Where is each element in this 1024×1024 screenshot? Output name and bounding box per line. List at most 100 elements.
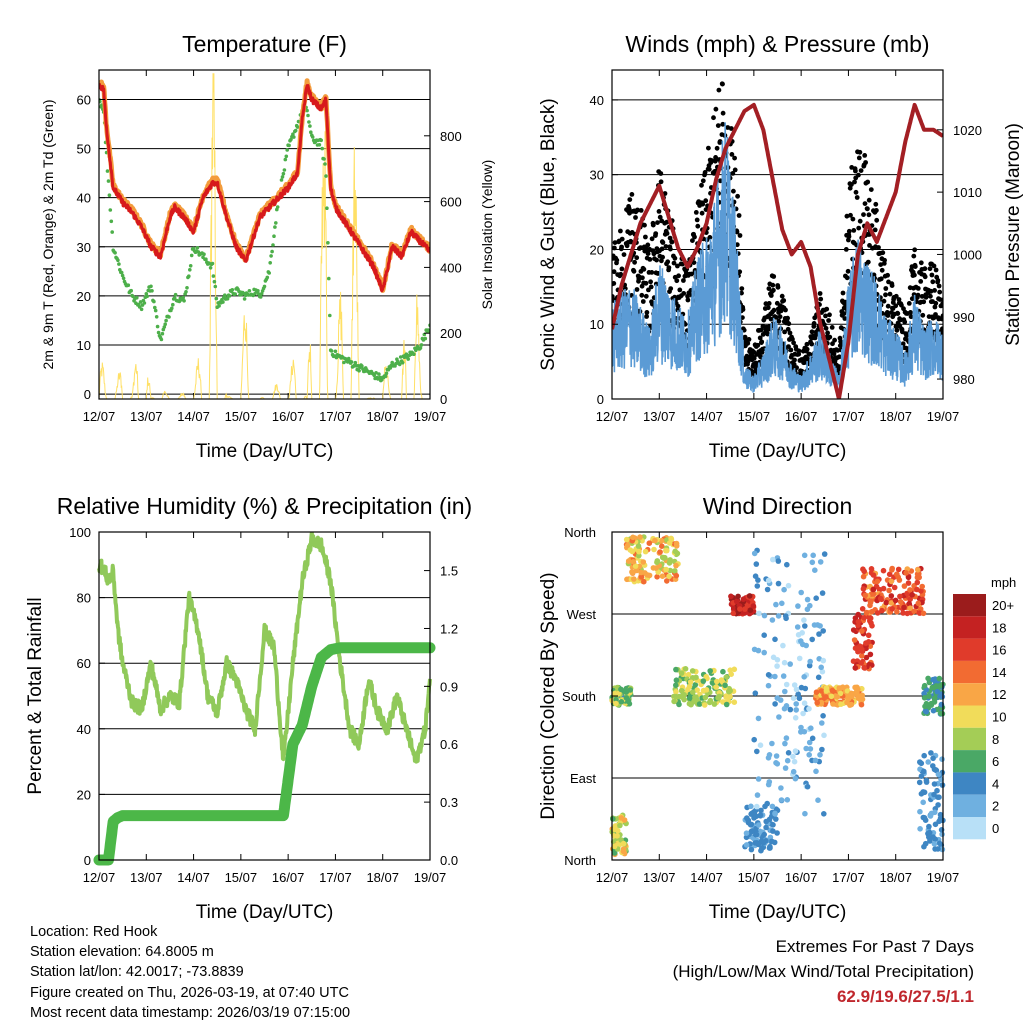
gust-point xyxy=(908,314,914,320)
gust-point xyxy=(885,313,891,318)
gust-point xyxy=(866,197,872,203)
dewpoint-point xyxy=(113,251,117,255)
wind-direction-point xyxy=(860,573,867,580)
wind_direction-xtick-label: 18/07 xyxy=(879,870,912,885)
gust-point xyxy=(796,348,802,354)
temperature-y2tick-label: 800 xyxy=(440,129,462,144)
winds-xtick-label: 18/07 xyxy=(879,409,912,424)
wind-direction-point xyxy=(866,614,872,620)
wind-direction-point xyxy=(801,700,808,706)
dewpoint-point xyxy=(327,276,331,281)
wind-direction-point xyxy=(852,665,859,671)
legend-swatch xyxy=(953,817,986,840)
wind-direction-point xyxy=(728,593,734,600)
wind-direction-point xyxy=(700,678,707,684)
station-elevation: Station elevation: 64.8005 m xyxy=(30,944,214,961)
gust-point xyxy=(675,307,681,313)
gust-point xyxy=(631,268,637,274)
wind-direction-point xyxy=(771,839,778,846)
wind-direction-point xyxy=(867,651,874,658)
wind-direction-point xyxy=(917,826,923,832)
dewpoint-point xyxy=(325,206,329,210)
wind-direction-point xyxy=(620,848,627,855)
gust-point xyxy=(906,301,912,306)
winds-y2tick-label: 1000 xyxy=(953,247,982,262)
wind-direction-point xyxy=(751,736,757,743)
gust-point xyxy=(668,286,674,291)
wind-direction-point xyxy=(801,552,808,559)
gust-point xyxy=(821,322,827,327)
wind-direction-point xyxy=(753,561,760,567)
gust-point xyxy=(694,217,700,223)
gust-point xyxy=(647,257,653,262)
wind-direction-point xyxy=(770,556,776,563)
dewpoint-point xyxy=(323,162,327,166)
gust-point xyxy=(619,236,625,242)
gust-point xyxy=(681,278,686,283)
wind-direction-point xyxy=(812,567,818,573)
gust-point xyxy=(644,310,650,315)
extremes-box: Extremes For Past 7 Days (High/Low/Max W… xyxy=(673,934,974,1009)
gust-point xyxy=(690,238,695,244)
wind-direction-point xyxy=(706,699,713,706)
dewpoint-point xyxy=(129,288,133,293)
dewpoint-point xyxy=(322,157,326,161)
wind-direction-point xyxy=(888,600,895,606)
wind-direction-point xyxy=(921,789,928,796)
wind-direction-point xyxy=(765,682,772,689)
wind-direction-point xyxy=(785,582,792,589)
wind-direction-point xyxy=(812,757,819,764)
dewpoint-point xyxy=(258,295,263,299)
humidity-xtick-label: 12/07 xyxy=(83,870,116,885)
wind-direction-point xyxy=(614,833,620,839)
dewpoint-point xyxy=(307,120,311,124)
wind-direction-point xyxy=(806,706,812,712)
wind-direction-point xyxy=(823,685,830,691)
gust-point xyxy=(717,139,723,144)
winds-y2label: Station Pressure (Maroon) xyxy=(1003,123,1024,346)
wind-direction-point xyxy=(742,606,748,612)
wind-direction-point xyxy=(769,617,776,623)
direction-ytick-label: North xyxy=(564,525,596,540)
gust-point xyxy=(737,269,743,275)
wind-direction-point xyxy=(855,692,861,699)
legend-swatch xyxy=(953,750,986,773)
gust-point xyxy=(856,155,862,161)
wind-direction-point xyxy=(751,550,758,557)
gust-point xyxy=(933,267,939,273)
gust-point xyxy=(669,239,675,245)
wind-direction-point xyxy=(817,623,823,629)
wind-direction-point xyxy=(787,706,794,713)
gust-point xyxy=(612,240,618,246)
wind-direction-point xyxy=(660,555,667,561)
dewpoint-point xyxy=(108,208,113,212)
dewpoint-point xyxy=(400,360,405,365)
extremes-title: Extremes For Past 7 Days xyxy=(775,937,974,956)
legend-swatch xyxy=(953,616,986,639)
humidity-xtick-label: 17/07 xyxy=(319,870,352,885)
wind-direction-point xyxy=(613,700,619,707)
wind-direction-point xyxy=(783,735,790,741)
dewpoint-point xyxy=(262,284,267,289)
wind-direction-point xyxy=(779,600,785,607)
gust-point xyxy=(739,290,744,296)
gust-point xyxy=(672,255,678,261)
wind-direction-point xyxy=(720,668,726,675)
wind-direction-point xyxy=(915,567,921,573)
wind-direction-point xyxy=(674,550,681,557)
wind-direction-point xyxy=(764,800,770,807)
wind-direction-point xyxy=(707,668,713,674)
wind-direction-point xyxy=(935,846,941,852)
gust-point xyxy=(791,340,796,346)
wind-direction-point xyxy=(889,565,895,572)
dewpoint-point xyxy=(374,371,378,375)
gust-point xyxy=(887,291,893,297)
humidity-xtick-label: 16/07 xyxy=(272,870,305,885)
wind-direction-point xyxy=(802,810,808,817)
winds-y2tick-label: 1020 xyxy=(953,123,982,138)
extremes-values: 62.9/19.6/27.5/1.1 xyxy=(836,987,974,1006)
gust-point xyxy=(777,314,783,320)
dewpoint-point xyxy=(259,292,264,296)
legend-label: 0 xyxy=(992,821,999,836)
wind-direction-point xyxy=(934,688,941,695)
